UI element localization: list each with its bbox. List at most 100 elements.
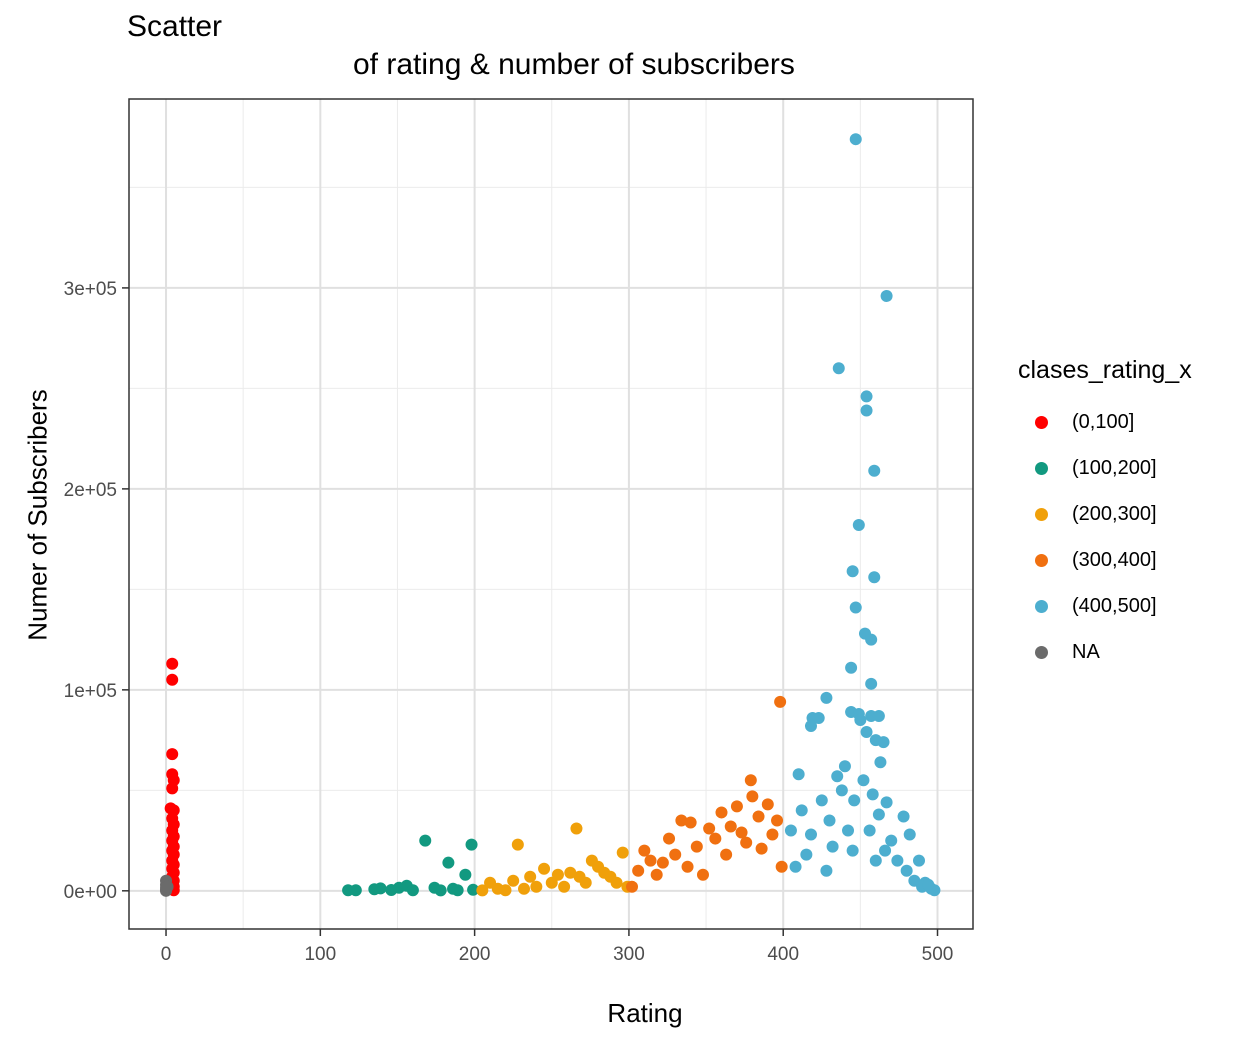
legend-key — [1035, 507, 1048, 521]
data-point — [848, 794, 861, 807]
data-point — [897, 810, 910, 823]
data-point — [854, 713, 867, 726]
data-point — [880, 796, 893, 809]
data-point — [804, 720, 817, 733]
legend-label: (400,500] — [1072, 594, 1157, 617]
data-point — [558, 880, 571, 893]
legend-label: NA — [1072, 640, 1100, 663]
data-point — [626, 880, 639, 893]
grid-layer — [129, 99, 973, 929]
data-point — [868, 464, 881, 477]
data-point — [161, 880, 174, 893]
data-point — [530, 880, 543, 893]
data-point — [849, 133, 862, 146]
data-point — [866, 788, 879, 801]
plot-background — [129, 99, 973, 929]
y-tick-label: 3e+05 — [64, 279, 117, 300]
legend-label: (0,100] — [1072, 410, 1135, 433]
data-point — [656, 856, 669, 869]
data-point — [166, 673, 179, 686]
data-point — [349, 884, 362, 897]
data-point — [842, 824, 855, 837]
data-point — [860, 404, 873, 417]
data-point — [675, 814, 688, 827]
chart-title: Scatter — [127, 10, 223, 43]
series-300-400 — [626, 695, 788, 893]
data-point — [690, 840, 703, 853]
x-tick-label: 400 — [767, 944, 799, 965]
data-point — [857, 774, 870, 787]
data-point — [865, 677, 878, 690]
data-point — [755, 842, 768, 855]
data-point — [740, 836, 753, 849]
data-point — [638, 844, 651, 857]
legend-title: clases_rating_x — [1018, 356, 1192, 384]
legend-item: NA — [1018, 629, 1192, 675]
data-point — [476, 884, 489, 897]
data-point — [865, 633, 878, 646]
legend-items: (0,100] (100,200] (200,300] (300,400] (400,5… — [1018, 399, 1192, 675]
points-layer — [160, 133, 941, 897]
data-point — [900, 864, 913, 877]
data-point — [792, 768, 805, 781]
x-tick-label: 500 — [922, 944, 954, 965]
x-tick-label: 0 — [161, 944, 172, 965]
data-point — [835, 784, 848, 797]
legend-key — [1035, 553, 1048, 567]
data-point — [860, 726, 873, 739]
data-point — [166, 782, 179, 795]
data-point — [551, 868, 564, 881]
data-point — [761, 798, 774, 811]
data-point — [616, 846, 629, 859]
x-tick-label: 300 — [613, 944, 645, 965]
data-point — [746, 790, 759, 803]
data-point — [775, 860, 788, 873]
data-point — [831, 770, 844, 783]
data-point — [459, 868, 472, 881]
data-point — [465, 838, 478, 851]
data-point — [511, 838, 524, 851]
data-point — [774, 695, 787, 708]
legend-item: (400,500] — [1018, 583, 1192, 629]
chart-subtitle: of rating & number of subscribers — [353, 48, 795, 81]
data-point — [752, 810, 765, 823]
data-point — [579, 876, 592, 889]
data-point — [442, 856, 455, 869]
data-point — [538, 862, 551, 875]
data-point — [451, 884, 464, 897]
legend-item: (100,200] — [1018, 445, 1192, 491]
data-point — [766, 828, 779, 841]
data-point — [644, 854, 657, 867]
data-point — [815, 794, 828, 807]
series-200-300 — [476, 822, 634, 897]
legend-key — [1035, 645, 1048, 659]
data-point — [166, 657, 179, 670]
data-point — [684, 816, 697, 829]
data-point — [650, 868, 663, 881]
data-point — [832, 362, 845, 375]
legend-key — [1035, 461, 1048, 475]
legend-item: (200,300] — [1018, 491, 1192, 537]
data-point — [419, 834, 432, 847]
data-point — [823, 814, 836, 827]
data-point — [524, 870, 537, 883]
data-point — [696, 868, 709, 881]
data-point — [784, 824, 797, 837]
data-point — [872, 808, 885, 821]
data-point — [872, 709, 885, 722]
y-tick-label: 0e+00 — [64, 882, 117, 903]
data-point — [771, 814, 784, 827]
data-point — [434, 884, 447, 897]
x-tick-label: 100 — [304, 944, 336, 965]
data-point — [800, 848, 813, 861]
data-point — [804, 828, 817, 841]
data-point — [846, 565, 859, 578]
data-point — [720, 848, 733, 861]
data-point — [374, 882, 387, 895]
data-point — [891, 854, 904, 867]
data-point — [820, 864, 833, 877]
data-point — [517, 882, 530, 895]
series-na — [160, 874, 174, 897]
data-point — [166, 748, 179, 761]
